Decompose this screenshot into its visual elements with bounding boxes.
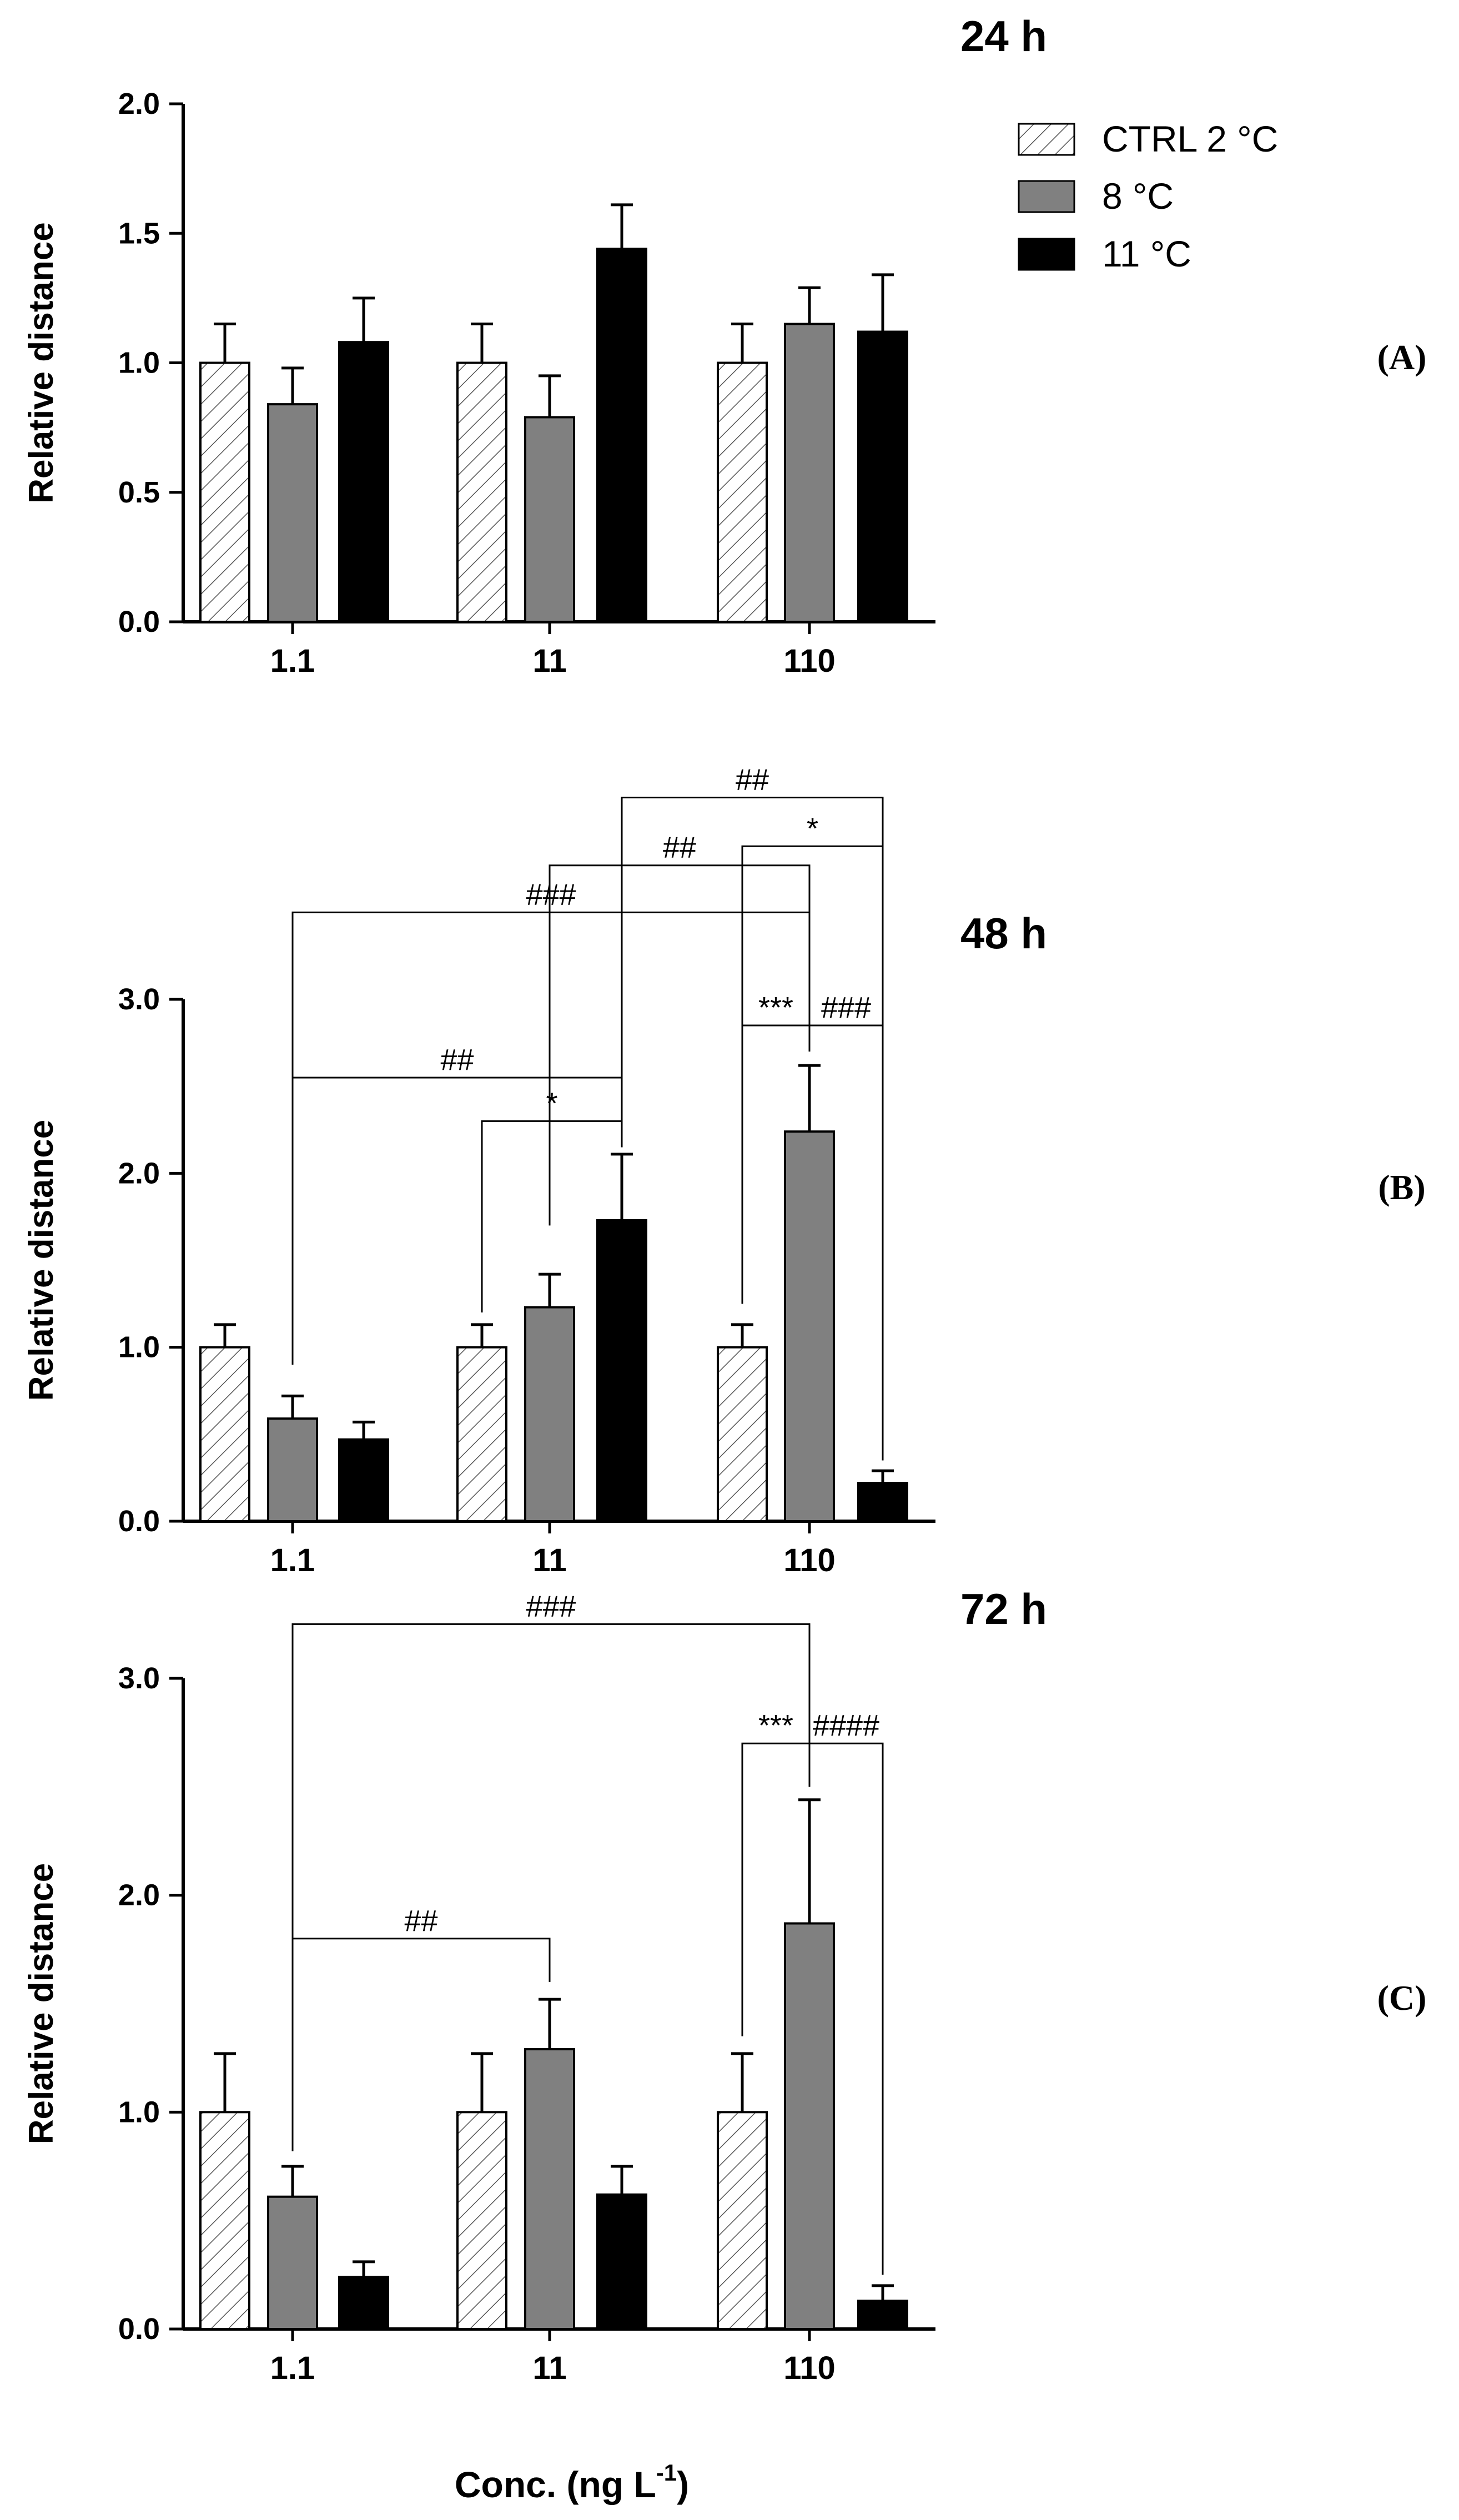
significance-label: ###	[526, 1590, 576, 1623]
significance-bracket	[808, 1742, 884, 2275]
bar-8c	[784, 1922, 835, 2331]
bar-8c	[784, 1130, 835, 1522]
chart-panel-24h: 0.0 0.5 1.0 1.5 2.0 1.1 11 110 Relative distance…	[22, 12, 1426, 679]
x-axis-title: Conc. (ng L-1)	[455, 2459, 689, 2505]
y-tick-label: 0.0	[118, 1505, 160, 1538]
bar-ctrl	[199, 2111, 250, 2330]
legend-swatch-8c	[1018, 180, 1075, 213]
significance-label: ##	[404, 1904, 437, 1938]
bar-11c	[338, 2276, 389, 2331]
legend-label-11c: 11 °C	[1102, 233, 1191, 274]
x-category-label: 110	[783, 1542, 836, 1578]
x-category-label: 11	[532, 1542, 566, 1578]
y-tick-label: 2.0	[118, 87, 160, 120]
significance-bracket	[549, 864, 811, 1226]
significance-label: ##	[440, 1043, 474, 1077]
bar-11c	[857, 1482, 908, 1522]
x-category-label: 1.1	[270, 643, 315, 679]
bar-11c	[857, 2300, 908, 2331]
chart-panel-72h: 0.0 1.0 2.0 3.0 1.1 11 110 Relative distance 72 …	[22, 1585, 1426, 2386]
legend-swatch-ctrl	[1018, 123, 1075, 156]
significance-label: ##	[736, 763, 769, 797]
y-tick-label: 1.0	[118, 2095, 160, 2129]
legend-swatch-11c	[1018, 238, 1075, 271]
y-tick-label: 2.0	[118, 1156, 160, 1190]
y-axis-title: Relative distance	[22, 222, 61, 504]
x-category-label: 1.1	[270, 1542, 315, 1578]
significance-label: ##	[663, 831, 696, 864]
bar-11c	[338, 1438, 389, 1523]
bar-ctrl	[456, 1346, 507, 1523]
bar-8c	[524, 1306, 575, 1523]
chart-title: 48 h	[960, 909, 1047, 958]
x-category-label: 11	[532, 643, 566, 679]
y-tick-label: 0.0	[118, 2312, 160, 2346]
x-category-label: 1.1	[270, 2350, 315, 2386]
chart-panel-48h: 0.0 1.0 2.0 3.0 1.1 11 110 Relative distance 48 …	[22, 763, 1426, 1578]
bar-8c	[524, 2048, 575, 2331]
significance-bracket	[291, 1938, 551, 2151]
significance-label: ***	[758, 1709, 793, 1742]
bar-ctrl	[717, 1346, 768, 1523]
significance-bracket	[808, 1024, 884, 1461]
y-tick-label: 3.0	[118, 983, 160, 1016]
legend: CTRL 2 °C 8 °C 11 °C	[1018, 118, 1278, 274]
bar-8c	[267, 2195, 318, 2331]
significance-label: ***	[758, 991, 793, 1024]
significance-label: ###	[821, 991, 871, 1024]
y-tick-label: 3.0	[118, 1662, 160, 1695]
bar-8c	[784, 323, 835, 623]
bar-11c	[596, 2193, 647, 2330]
bar-11c	[596, 248, 647, 623]
y-tick-label: 1.0	[118, 346, 160, 380]
legend-label-ctrl: CTRL 2 °C	[1102, 118, 1278, 159]
significance-label: ###	[526, 878, 576, 911]
bar-8c	[524, 416, 575, 623]
bar-11c	[596, 1219, 647, 1522]
bar-ctrl	[199, 1346, 250, 1523]
significance-bracket	[291, 1623, 811, 2151]
bar-ctrl	[199, 361, 250, 623]
bar-ctrl	[456, 361, 507, 623]
legend-label-8c: 8 °C	[1102, 175, 1174, 217]
x-category-label: 110	[783, 643, 836, 679]
chart-title: 72 h	[960, 1585, 1047, 1633]
y-axis-title: Relative distance	[22, 1120, 61, 1401]
chart-title: 24 h	[960, 12, 1047, 61]
bar-8c	[267, 1417, 318, 1522]
bar-11c	[338, 341, 389, 623]
panel-label: (A)	[1377, 338, 1427, 377]
y-tick-label: 1.0	[118, 1331, 160, 1364]
bar-8c	[267, 403, 318, 623]
significance-label: *	[807, 812, 818, 845]
y-tick-label: 0.5	[118, 476, 160, 509]
y-tick-label: 0.0	[118, 605, 160, 638]
y-tick-label: 2.0	[118, 1879, 160, 1912]
y-axis-title: Relative distance	[22, 1863, 61, 2145]
bar-ctrl	[717, 2111, 768, 2330]
x-category-label: 11	[532, 2350, 566, 2386]
significance-label: *	[546, 1087, 557, 1120]
significance-label: ####	[813, 1709, 879, 1742]
x-category-label: 110	[783, 2350, 836, 2386]
y-tick-label: 1.5	[118, 217, 160, 250]
panel-label: (C)	[1377, 1978, 1427, 2018]
bar-ctrl	[717, 361, 768, 623]
bar-ctrl	[456, 2111, 507, 2330]
panel-label: (B)	[1378, 1168, 1425, 1207]
bar-11c	[857, 330, 908, 623]
